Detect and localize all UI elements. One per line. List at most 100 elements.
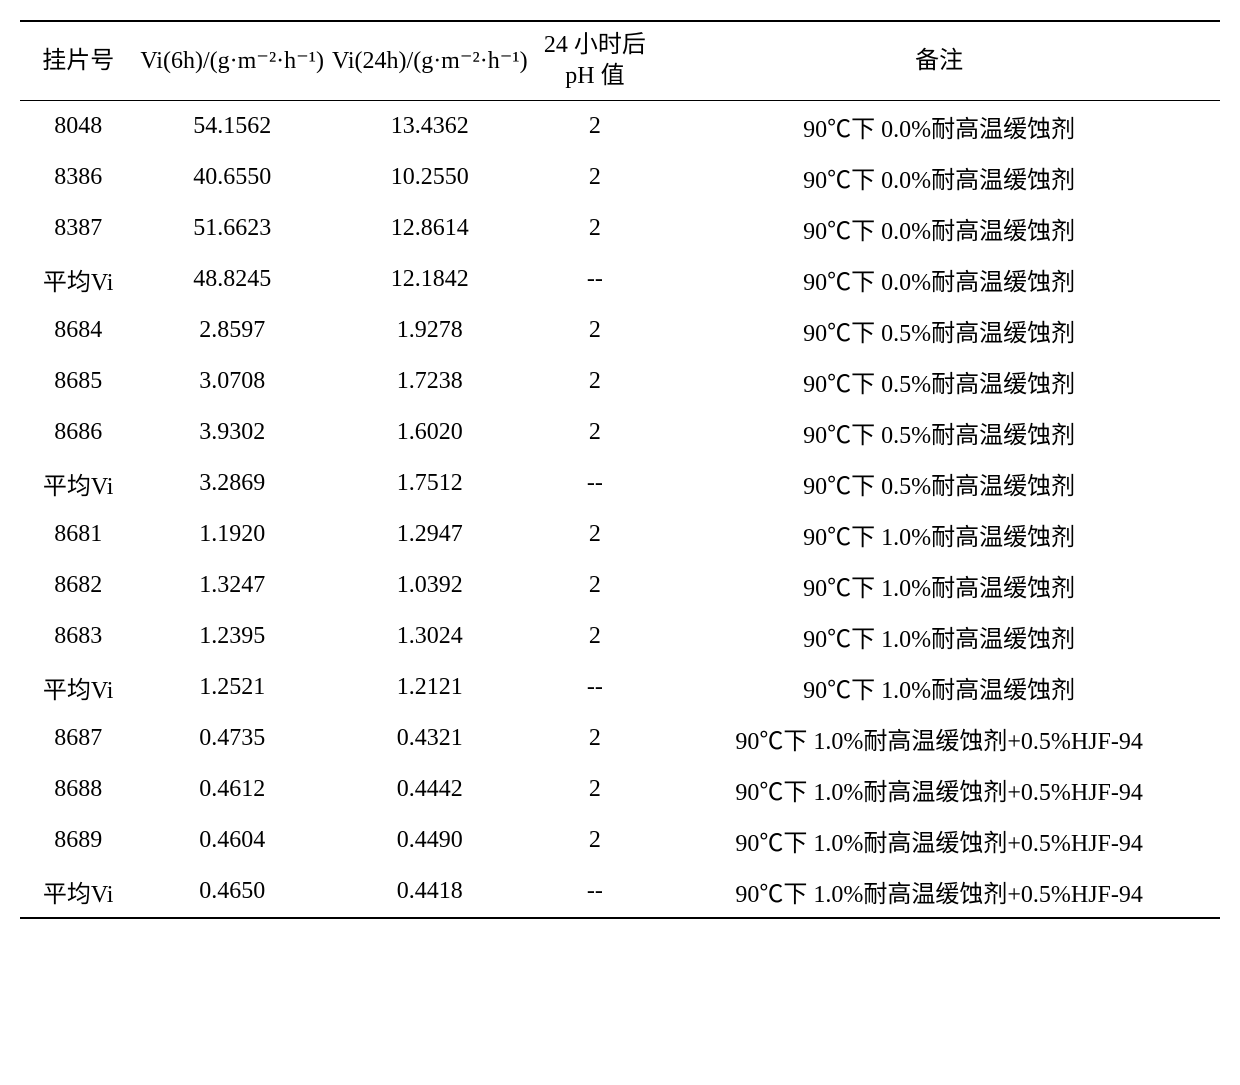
cell-sample-id: 8683 — [20, 611, 136, 662]
cell-ph: 2 — [532, 203, 659, 254]
cell-ph: 2 — [532, 560, 659, 611]
cell-note: 90℃下 0.0%耐高温缓蚀剂 — [658, 203, 1220, 254]
table-row: 86863.93021.6020290℃下 0.5%耐高温缓蚀剂 — [20, 407, 1220, 458]
cell-note: 90℃下 0.5%耐高温缓蚀剂 — [658, 305, 1220, 356]
cell-vi-6h: 3.2869 — [136, 458, 328, 509]
table-row: 838751.662312.8614290℃下 0.0%耐高温缓蚀剂 — [20, 203, 1220, 254]
cell-vi-6h: 3.9302 — [136, 407, 328, 458]
header-ph-24h: 24 小时后 pH 值 — [532, 21, 659, 101]
cell-note: 90℃下 1.0%耐高温缓蚀剂 — [658, 560, 1220, 611]
cell-vi-24h: 0.4442 — [328, 764, 532, 815]
table-row: 86870.47350.4321290℃下 1.0%耐高温缓蚀剂+0.5%HJF… — [20, 713, 1220, 764]
table-row: 86842.85971.9278290℃下 0.5%耐高温缓蚀剂 — [20, 305, 1220, 356]
cell-note: 90℃下 0.0%耐高温缓蚀剂 — [658, 152, 1220, 203]
cell-ph: 2 — [532, 152, 659, 203]
cell-ph: -- — [532, 254, 659, 305]
cell-vi-24h: 1.7238 — [328, 356, 532, 407]
cell-sample-id: 平均Vi — [20, 254, 136, 305]
cell-sample-id: 8688 — [20, 764, 136, 815]
cell-note: 90℃下 1.0%耐高温缓蚀剂+0.5%HJF-94 — [658, 764, 1220, 815]
cell-vi-24h: 1.7512 — [328, 458, 532, 509]
cell-vi-6h: 0.4650 — [136, 866, 328, 918]
table-header: 挂片号 Vi(6h)/(g·m⁻²·h⁻¹) Vi(24h)/(g·m⁻²·h⁻… — [20, 21, 1220, 101]
cell-vi-24h: 10.2550 — [328, 152, 532, 203]
cell-note: 90℃下 0.5%耐高温缓蚀剂 — [658, 407, 1220, 458]
cell-note: 90℃下 1.0%耐高温缓蚀剂+0.5%HJF-94 — [658, 815, 1220, 866]
cell-sample-id: 平均Vi — [20, 662, 136, 713]
header-row: 挂片号 Vi(6h)/(g·m⁻²·h⁻¹) Vi(24h)/(g·m⁻²·h⁻… — [20, 21, 1220, 101]
cell-vi-24h: 1.9278 — [328, 305, 532, 356]
cell-sample-id: 8686 — [20, 407, 136, 458]
cell-ph: -- — [532, 458, 659, 509]
table-body: 804854.156213.4362290℃下 0.0%耐高温缓蚀剂838640… — [20, 101, 1220, 919]
cell-vi-6h: 0.4612 — [136, 764, 328, 815]
cell-sample-id: 8685 — [20, 356, 136, 407]
cell-note: 90℃下 1.0%耐高温缓蚀剂+0.5%HJF-94 — [658, 713, 1220, 764]
cell-vi-24h: 12.1842 — [328, 254, 532, 305]
cell-vi-6h: 0.4604 — [136, 815, 328, 866]
cell-vi-6h: 1.2521 — [136, 662, 328, 713]
cell-note: 90℃下 0.5%耐高温缓蚀剂 — [658, 458, 1220, 509]
cell-vi-24h: 12.8614 — [328, 203, 532, 254]
header-vi-6h: Vi(6h)/(g·m⁻²·h⁻¹) — [136, 21, 328, 101]
cell-note: 90℃下 1.0%耐高温缓蚀剂 — [658, 611, 1220, 662]
header-note: 备注 — [658, 21, 1220, 101]
cell-vi-6h: 1.1920 — [136, 509, 328, 560]
cell-note: 90℃下 1.0%耐高温缓蚀剂+0.5%HJF-94 — [658, 866, 1220, 918]
table-row: 86831.23951.3024290℃下 1.0%耐高温缓蚀剂 — [20, 611, 1220, 662]
cell-vi-24h: 0.4321 — [328, 713, 532, 764]
cell-ph: 2 — [532, 509, 659, 560]
cell-sample-id: 8386 — [20, 152, 136, 203]
cell-sample-id: 8681 — [20, 509, 136, 560]
cell-ph: 2 — [532, 815, 659, 866]
table-row: 平均Vi1.25211.2121--90℃下 1.0%耐高温缓蚀剂 — [20, 662, 1220, 713]
header-vi-24h: Vi(24h)/(g·m⁻²·h⁻¹) — [328, 21, 532, 101]
data-table: 挂片号 Vi(6h)/(g·m⁻²·h⁻¹) Vi(24h)/(g·m⁻²·h⁻… — [20, 20, 1220, 919]
cell-vi-24h: 1.0392 — [328, 560, 532, 611]
cell-ph: 2 — [532, 101, 659, 153]
cell-vi-6h: 54.1562 — [136, 101, 328, 153]
cell-vi-24h: 0.4418 — [328, 866, 532, 918]
cell-sample-id: 8682 — [20, 560, 136, 611]
cell-sample-id: 8687 — [20, 713, 136, 764]
cell-note: 90℃下 1.0%耐高温缓蚀剂 — [658, 509, 1220, 560]
cell-vi-6h: 3.0708 — [136, 356, 328, 407]
table-row: 平均Vi48.824512.1842--90℃下 0.0%耐高温缓蚀剂 — [20, 254, 1220, 305]
table-row: 86811.19201.2947290℃下 1.0%耐高温缓蚀剂 — [20, 509, 1220, 560]
header-sample-id: 挂片号 — [20, 21, 136, 101]
cell-vi-6h: 1.3247 — [136, 560, 328, 611]
cell-sample-id: 平均Vi — [20, 458, 136, 509]
cell-vi-24h: 0.4490 — [328, 815, 532, 866]
cell-sample-id: 8689 — [20, 815, 136, 866]
cell-ph: 2 — [532, 305, 659, 356]
cell-vi-6h: 40.6550 — [136, 152, 328, 203]
cell-ph: 2 — [532, 764, 659, 815]
cell-sample-id: 8684 — [20, 305, 136, 356]
cell-ph: 2 — [532, 407, 659, 458]
table-row: 86853.07081.7238290℃下 0.5%耐高温缓蚀剂 — [20, 356, 1220, 407]
cell-note: 90℃下 0.0%耐高温缓蚀剂 — [658, 101, 1220, 153]
table-row: 86880.46120.4442290℃下 1.0%耐高温缓蚀剂+0.5%HJF… — [20, 764, 1220, 815]
cell-vi-6h: 51.6623 — [136, 203, 328, 254]
cell-vi-24h: 13.4362 — [328, 101, 532, 153]
table-row: 平均Vi0.46500.4418--90℃下 1.0%耐高温缓蚀剂+0.5%HJ… — [20, 866, 1220, 918]
cell-sample-id: 8048 — [20, 101, 136, 153]
cell-vi-6h: 48.8245 — [136, 254, 328, 305]
table-row: 平均Vi3.28691.7512--90℃下 0.5%耐高温缓蚀剂 — [20, 458, 1220, 509]
cell-vi-24h: 1.3024 — [328, 611, 532, 662]
cell-vi-6h: 1.2395 — [136, 611, 328, 662]
cell-vi-6h: 2.8597 — [136, 305, 328, 356]
cell-ph: -- — [532, 662, 659, 713]
cell-ph: 2 — [532, 713, 659, 764]
cell-ph: 2 — [532, 356, 659, 407]
cell-note: 90℃下 0.0%耐高温缓蚀剂 — [658, 254, 1220, 305]
cell-note: 90℃下 1.0%耐高温缓蚀剂 — [658, 662, 1220, 713]
table-row: 86890.46040.4490290℃下 1.0%耐高温缓蚀剂+0.5%HJF… — [20, 815, 1220, 866]
table-row: 838640.655010.2550290℃下 0.0%耐高温缓蚀剂 — [20, 152, 1220, 203]
table-row: 86821.32471.0392290℃下 1.0%耐高温缓蚀剂 — [20, 560, 1220, 611]
cell-sample-id: 平均Vi — [20, 866, 136, 918]
cell-vi-6h: 0.4735 — [136, 713, 328, 764]
table-row: 804854.156213.4362290℃下 0.0%耐高温缓蚀剂 — [20, 101, 1220, 153]
cell-vi-24h: 1.2947 — [328, 509, 532, 560]
cell-ph: -- — [532, 866, 659, 918]
